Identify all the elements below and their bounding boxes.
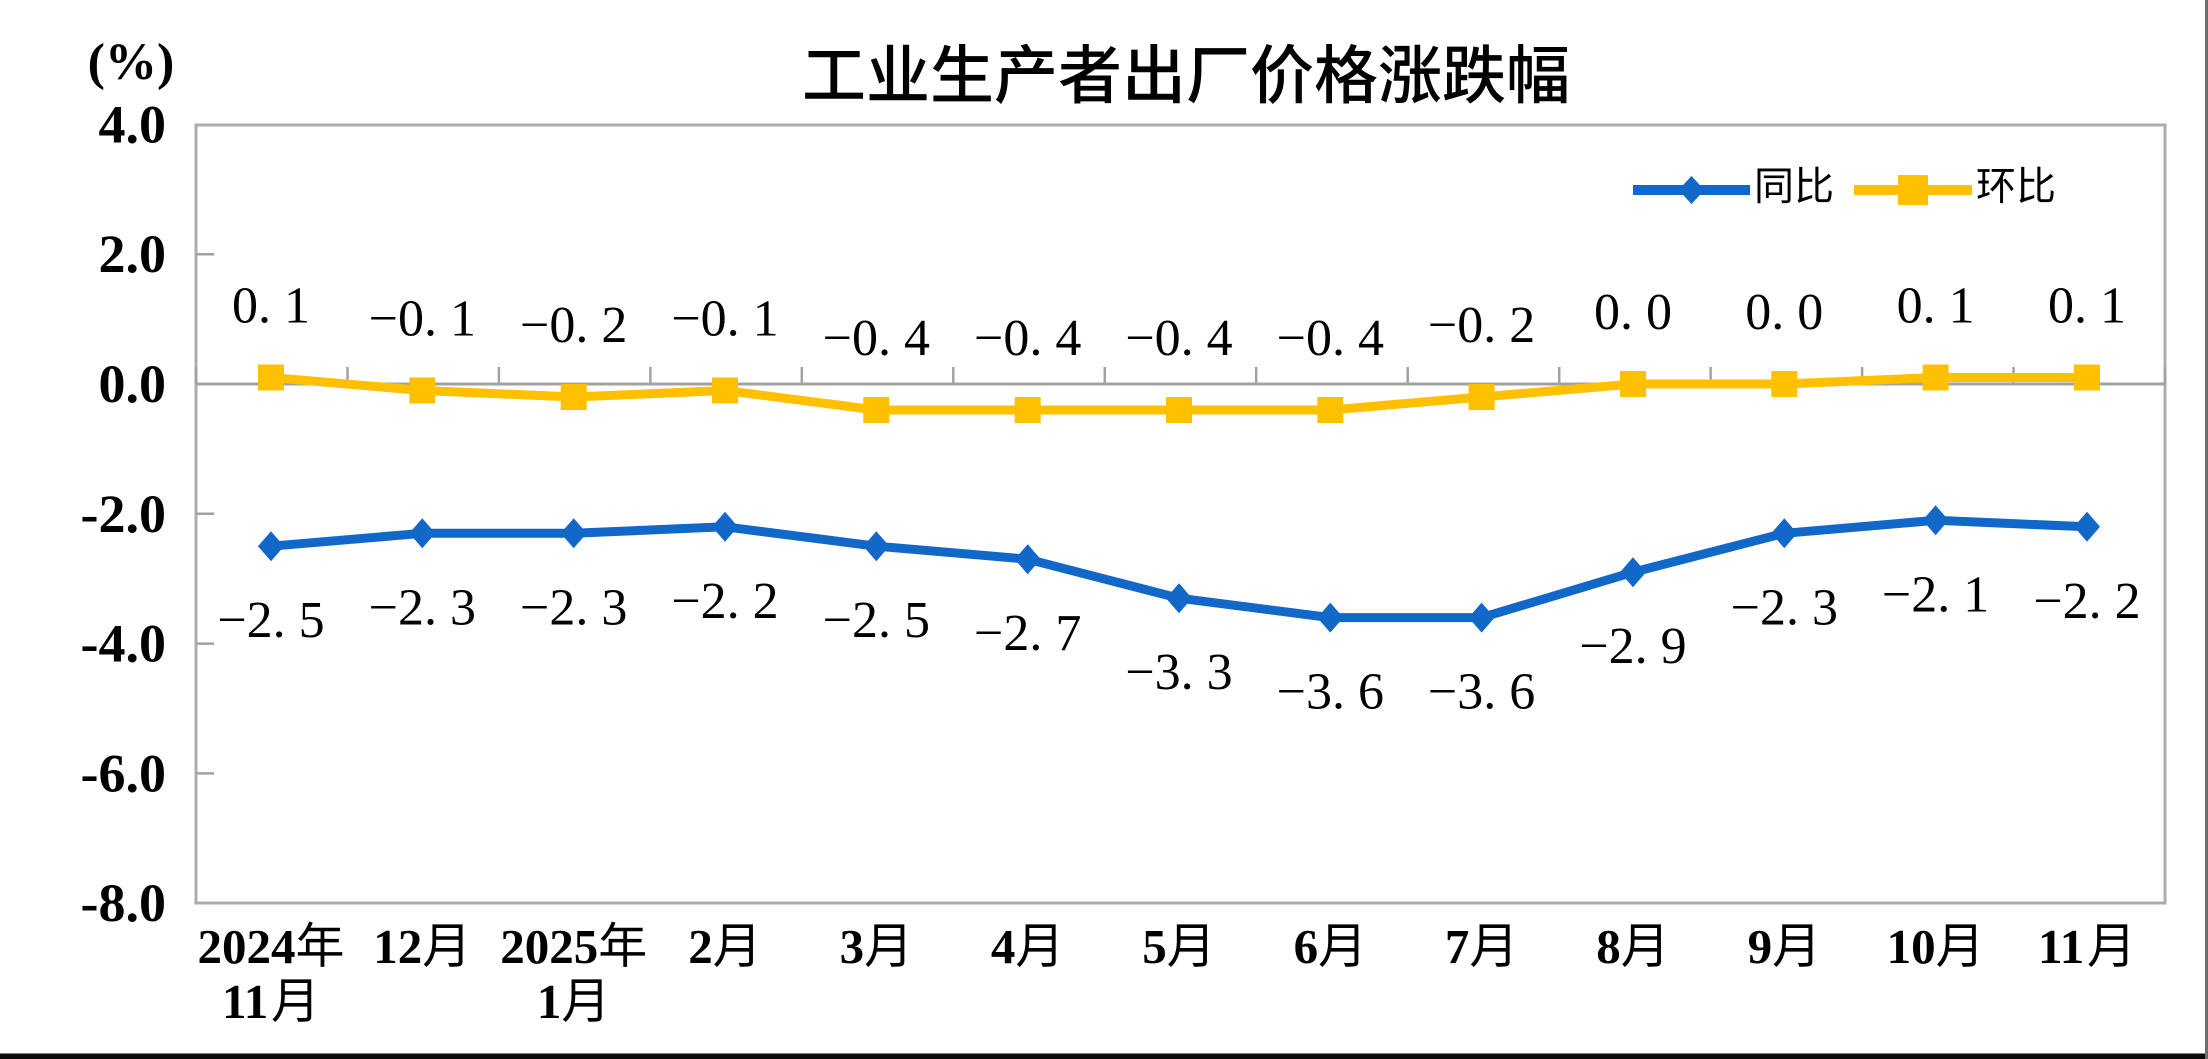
svg-text:0. 1: 0. 1	[232, 278, 310, 335]
svg-text:0. 0: 0. 0	[1594, 284, 1672, 341]
svg-text:−2. 3: −2. 3	[1731, 579, 1838, 636]
svg-text:−2. 2: −2. 2	[2033, 573, 2140, 630]
svg-text:2024: 2024	[198, 919, 296, 974]
svg-text:−2. 3: −2. 3	[520, 579, 627, 636]
svg-text:5: 5	[1142, 919, 1167, 974]
svg-text:8: 8	[1596, 919, 1621, 974]
svg-text:0. 1: 0. 1	[1897, 278, 1975, 335]
svg-text:−0. 4: −0. 4	[1125, 310, 1232, 367]
svg-text:3: 3	[840, 919, 865, 974]
svg-text:4.0: 4.0	[99, 94, 167, 154]
svg-text:−2. 2: −2. 2	[671, 573, 778, 630]
svg-text:−0. 1: −0. 1	[671, 291, 778, 348]
svg-text:2: 2	[688, 919, 713, 974]
svg-text:2.0: 2.0	[99, 224, 167, 284]
svg-text:−2. 5: −2. 5	[217, 592, 324, 649]
svg-text:−0. 4: −0. 4	[1277, 310, 1384, 367]
svg-text:−0. 1: −0. 1	[369, 291, 476, 348]
svg-text:−2. 7: −2. 7	[974, 605, 1081, 662]
svg-text:-8.0: -8.0	[81, 873, 166, 933]
svg-text:−3. 6: −3. 6	[1428, 664, 1535, 721]
svg-text:-6.0: -6.0	[81, 743, 166, 803]
svg-text:−0. 4: −0. 4	[823, 310, 930, 367]
svg-text:(%): (%)	[88, 34, 175, 91]
svg-text:1: 1	[537, 974, 562, 1029]
svg-text:6: 6	[1294, 919, 1319, 974]
svg-text:0. 0: 0. 0	[1745, 284, 1823, 341]
svg-text:7: 7	[1445, 919, 1470, 974]
svg-text:12: 12	[373, 919, 422, 974]
svg-text:−0. 4: −0. 4	[974, 310, 1081, 367]
svg-text:−3. 6: −3. 6	[1277, 664, 1384, 721]
svg-text:11: 11	[222, 974, 268, 1029]
svg-text:10: 10	[1887, 919, 1936, 974]
svg-text:2025: 2025	[500, 919, 598, 974]
svg-text:11: 11	[2038, 919, 2084, 974]
svg-text:−2. 5: −2. 5	[823, 592, 930, 649]
svg-text:−2. 1: −2. 1	[1882, 566, 1989, 623]
svg-text:−2. 3: −2. 3	[369, 579, 476, 636]
svg-text:9: 9	[1748, 919, 1773, 974]
svg-text:4: 4	[991, 919, 1016, 974]
svg-text:0.0: 0.0	[99, 354, 167, 414]
svg-text:-4.0: -4.0	[81, 614, 166, 674]
svg-text:−0. 2: −0. 2	[1428, 297, 1535, 354]
svg-text:−2. 9: −2. 9	[1579, 618, 1686, 675]
svg-text:−3. 3: −3. 3	[1125, 644, 1232, 701]
svg-text:-2.0: -2.0	[81, 484, 166, 544]
svg-text:0. 1: 0. 1	[2048, 278, 2126, 335]
svg-text:−0. 2: −0. 2	[520, 297, 627, 354]
